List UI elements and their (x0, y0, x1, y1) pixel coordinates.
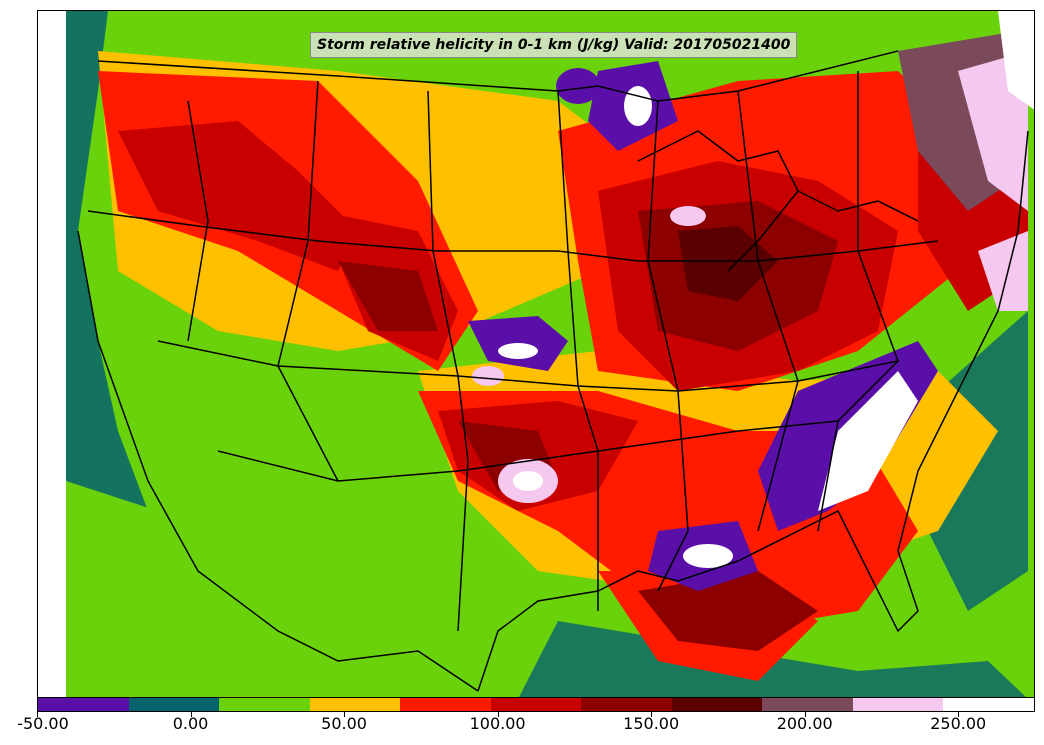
colorbar-tick-label: 0.00 (172, 714, 209, 733)
colorbar-segment (762, 698, 853, 711)
colorbar-tick (804, 712, 806, 717)
colorbar-segment (38, 698, 129, 711)
colorbar-tick (651, 712, 653, 717)
colorbar-tick-label: 250.00 (930, 714, 987, 733)
colorbar-tick-label: -50.00 (17, 714, 69, 733)
colorbar-tick-label: 100.00 (469, 714, 526, 733)
colorbar-segment (309, 698, 401, 711)
colorbar-segment (219, 698, 310, 711)
colorbar-tick-label: 50.00 (321, 714, 367, 733)
colorbar-segment (581, 698, 672, 711)
colorbar-tick (37, 712, 38, 717)
colorbar-segment (490, 698, 582, 711)
map-title: Storm relative helicity in 0-1 km (J/kg)… (310, 32, 798, 58)
colorbar (37, 697, 1035, 712)
colorbar-segment (671, 698, 763, 711)
colorbar-tick (190, 712, 192, 717)
colorbar-segment (400, 698, 491, 711)
map-frame: Storm relative helicity in 0-1 km (J/kg)… (37, 10, 1035, 698)
colorbar-tick (958, 712, 960, 717)
colorbar-segment (128, 698, 220, 711)
colorbar-segment (852, 698, 944, 711)
colorbar-tick-label: 200.00 (776, 714, 833, 733)
colorbar-tick-label: 150.00 (623, 714, 680, 733)
colorbar-tick (344, 712, 346, 717)
colorbar-tick (497, 712, 499, 717)
colorbar-segment (943, 698, 1035, 711)
helicity-map (38, 11, 1034, 697)
